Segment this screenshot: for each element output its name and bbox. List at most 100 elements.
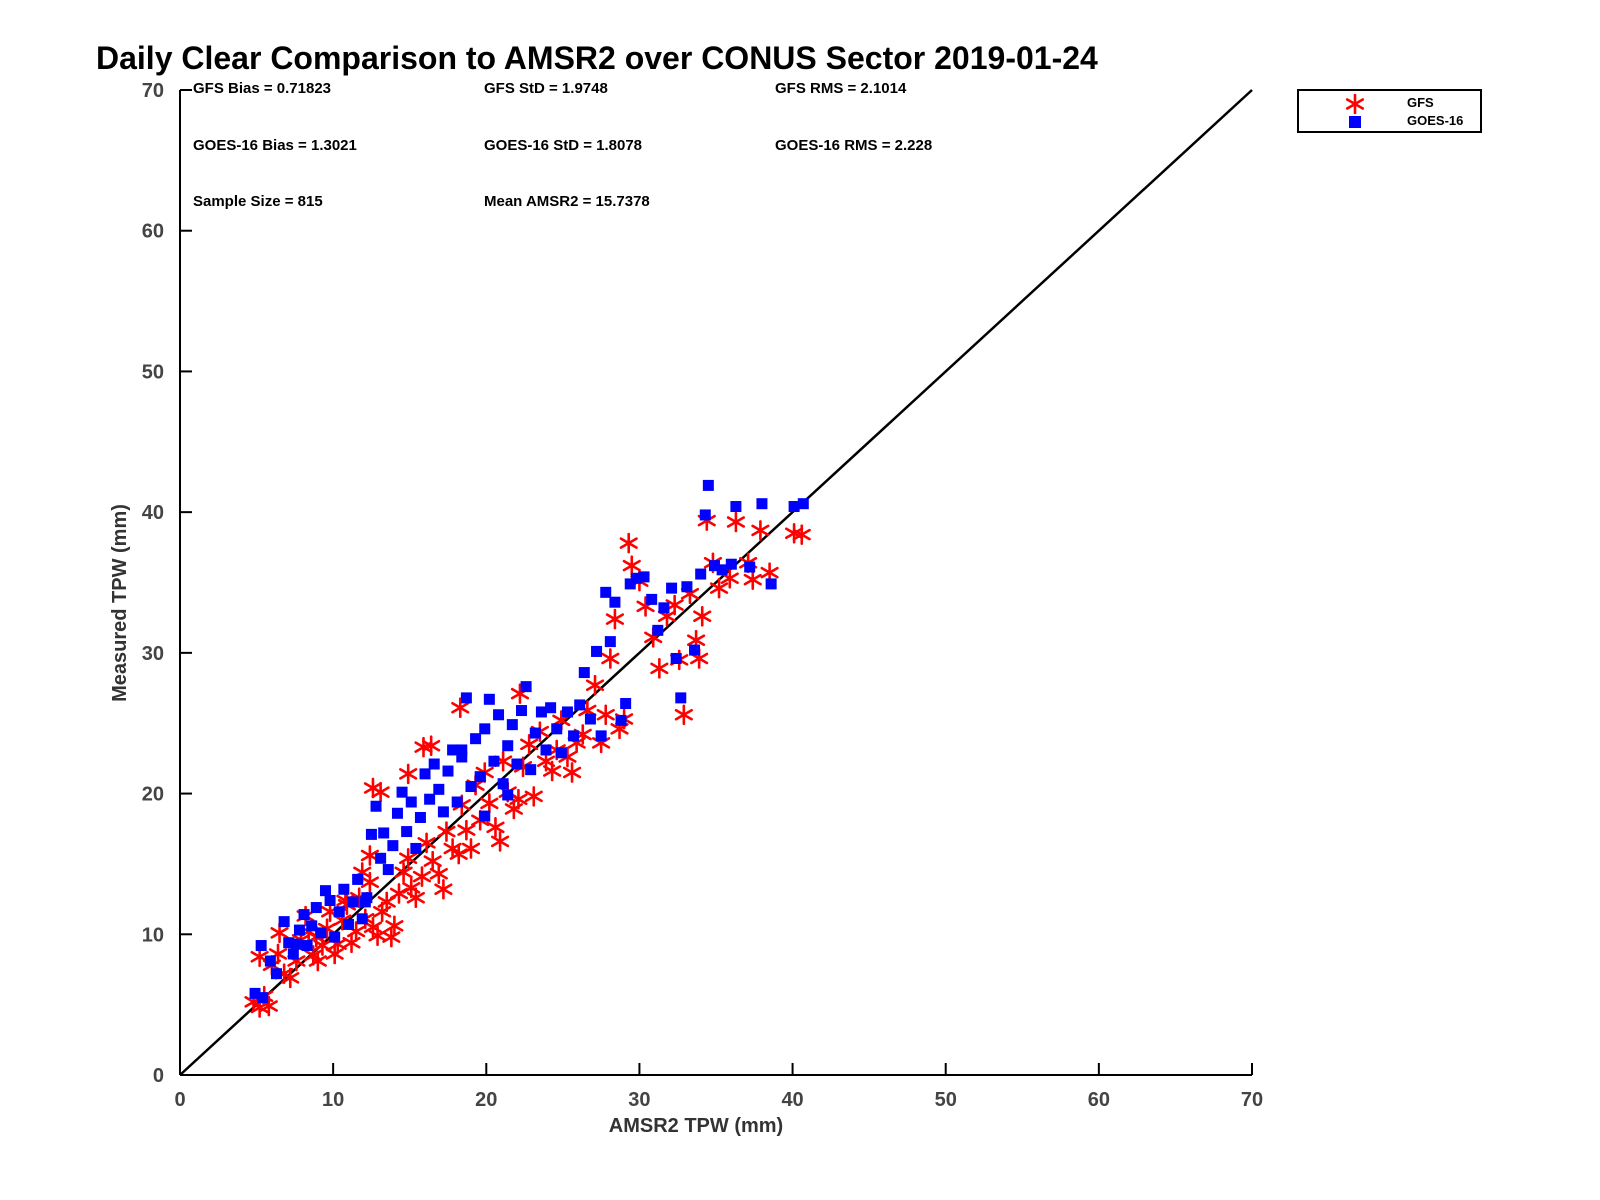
goes16-point — [382, 864, 394, 876]
goes16-point — [479, 810, 491, 822]
goes16-point — [451, 796, 463, 808]
goes16-point — [756, 498, 768, 510]
square-marker-icon — [1349, 116, 1361, 128]
goes-bias-text: GOES-16 Bias = 1.3021 — [193, 137, 357, 154]
goes16-point — [298, 909, 310, 921]
chart-title: Daily Clear Comparison to AMSR2 over CON… — [96, 40, 1098, 76]
goes16-point — [424, 793, 436, 805]
goes16-point — [584, 713, 596, 725]
goes16-point — [370, 800, 382, 812]
goes-std-text: GOES-16 StD = 1.8078 — [484, 137, 642, 154]
gfs-point — [399, 847, 418, 869]
goes16-point — [716, 564, 728, 576]
goes16-point — [620, 698, 632, 710]
x-tick-label: 0 — [174, 1089, 185, 1111]
gfs-series — [244, 510, 811, 1018]
goes16-point — [488, 755, 500, 767]
goes16-point — [352, 873, 364, 885]
gfs-point — [422, 735, 441, 757]
gfs-point — [389, 883, 409, 904]
x-tick-label: 40 — [781, 1089, 803, 1111]
legend-item-goes16: GOES-16 — [1299, 112, 1480, 130]
goes16-point — [506, 719, 518, 731]
goes16-point — [529, 727, 541, 739]
goes16-point — [264, 955, 276, 967]
mean-amsr2-text: Mean AMSR2 = 15.7378 — [484, 193, 650, 210]
gfs-point — [394, 862, 413, 883]
gfs-point — [406, 887, 425, 909]
y-tick-label: 30 — [142, 643, 164, 665]
goes16-point — [333, 906, 345, 918]
goes16-point — [347, 896, 359, 908]
goes16-point — [702, 479, 714, 491]
goes16-point — [516, 705, 528, 717]
gfs-point — [399, 763, 418, 785]
y-tick-label: 50 — [142, 361, 164, 383]
y-tick-label: 20 — [142, 784, 164, 806]
goes16-point — [545, 702, 557, 714]
goes16-point — [797, 498, 809, 510]
goes16-point — [493, 709, 505, 721]
y-tick-label: 0 — [153, 1065, 164, 1087]
goes16-point — [591, 645, 603, 657]
goes16-point — [437, 806, 449, 818]
goes16-point — [595, 730, 607, 742]
gfs-point — [709, 577, 729, 599]
gfs-point — [490, 831, 510, 852]
goes16-point — [788, 501, 800, 513]
x-tick-label: 10 — [322, 1089, 344, 1111]
y-tick-label: 40 — [142, 502, 164, 524]
gfs-point — [585, 674, 605, 696]
gfs-point — [382, 926, 401, 948]
gfs-point — [480, 793, 499, 814]
goes16-point — [744, 561, 756, 573]
goes16-point — [646, 593, 658, 605]
gfs-bias-text: GFS Bias = 0.71823 — [193, 80, 332, 97]
gfs-point — [622, 555, 641, 576]
goes16-point — [456, 751, 468, 763]
goes16-point — [405, 796, 417, 808]
goes16-point — [324, 895, 336, 907]
x-tick-label: 20 — [475, 1089, 497, 1111]
goes16-point — [483, 693, 495, 705]
goes16-point — [387, 840, 399, 852]
goes16-point — [666, 582, 678, 594]
y-tick-label: 70 — [142, 80, 164, 102]
goes16-point — [615, 714, 627, 726]
goes16-point — [365, 828, 377, 840]
goes16-point — [310, 902, 322, 914]
goes16-point — [574, 699, 586, 711]
gfs-point — [360, 845, 379, 866]
goes16-point — [433, 783, 445, 795]
gfs-point — [417, 832, 436, 854]
axes — [179, 89, 1253, 1076]
goes16-point — [257, 992, 269, 1004]
gfs-point — [596, 704, 615, 726]
gfs-point — [461, 838, 481, 859]
goes16-point — [356, 913, 368, 925]
goes16-point — [414, 811, 426, 823]
goes16-point — [730, 501, 742, 513]
goes16-point — [630, 572, 642, 584]
goes16-point — [391, 807, 403, 819]
goes16-point — [419, 768, 431, 780]
gfs-point — [562, 762, 582, 783]
gfs-point — [325, 943, 344, 965]
goes16-point — [600, 586, 612, 598]
goes16-point — [378, 827, 390, 839]
goes16-point — [699, 509, 711, 521]
x-tick-label: 60 — [1088, 1089, 1110, 1111]
legend: GFS GOES-16 — [1297, 89, 1482, 133]
goes16-point — [306, 920, 318, 932]
gfs-point — [619, 532, 638, 554]
goes16-point — [525, 764, 537, 776]
x-tick-label: 50 — [935, 1089, 957, 1111]
goes-rms-text: GOES-16 RMS = 2.228 — [775, 137, 933, 154]
goes16-point — [578, 667, 590, 679]
goes16-point — [396, 786, 408, 798]
y-tick-label: 10 — [142, 924, 164, 946]
gfs-point — [457, 819, 476, 841]
goes16-point — [456, 744, 468, 756]
sample-size-text: Sample Size = 815 — [193, 193, 323, 210]
goes16-point — [658, 602, 670, 614]
